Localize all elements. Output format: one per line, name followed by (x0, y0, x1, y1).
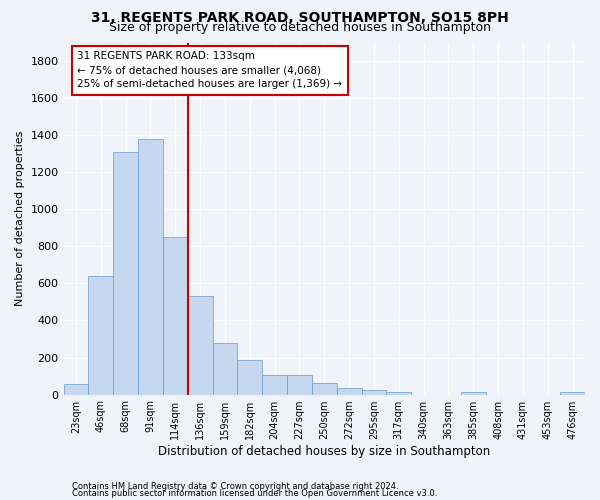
Text: 31 REGENTS PARK ROAD: 133sqm
← 75% of detached houses are smaller (4,068)
25% of: 31 REGENTS PARK ROAD: 133sqm ← 75% of de… (77, 52, 343, 90)
Bar (64, 384, 88, 394)
Bar (337, 388, 362, 394)
Bar (262, 375, 287, 394)
Bar (312, 382, 337, 394)
X-axis label: Distribution of detached houses by size in Southampton: Distribution of detached houses by size … (158, 444, 490, 458)
Bar (113, 152, 138, 394)
Text: 31, REGENTS PARK ROAD, SOUTHAMPTON, SO15 8PH: 31, REGENTS PARK ROAD, SOUTHAMPTON, SO15… (91, 11, 509, 25)
Text: Size of property relative to detached houses in Southampton: Size of property relative to detached ho… (109, 21, 491, 34)
Bar (163, 237, 188, 394)
Text: Contains public sector information licensed under the Open Government Licence v3: Contains public sector information licen… (72, 488, 437, 498)
Bar (138, 139, 163, 394)
Bar (386, 392, 411, 394)
Bar (287, 375, 312, 394)
Bar (362, 390, 386, 394)
Y-axis label: Number of detached properties: Number of detached properties (15, 131, 25, 306)
Bar (212, 342, 238, 394)
Bar (188, 296, 212, 394)
Bar (560, 392, 585, 394)
Bar (461, 392, 485, 394)
Bar (238, 360, 262, 394)
Bar (88, 276, 113, 394)
Text: Contains HM Land Registry data © Crown copyright and database right 2024.: Contains HM Land Registry data © Crown c… (72, 482, 398, 491)
